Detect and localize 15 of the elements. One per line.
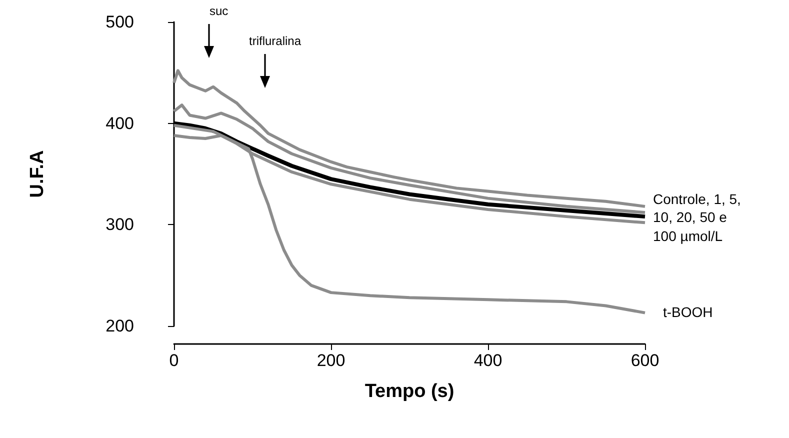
annotation: t-BOOH (663, 302, 713, 322)
annotation: trifluralina (249, 33, 302, 50)
y-tick-label: 400 (106, 114, 134, 133)
annotation: Controle, 1, 5, 10, 20, 50 e 100 µmol/L (653, 190, 742, 246)
text: suc (210, 3, 228, 20)
x-axis-title: Tempo (s) (364, 381, 454, 402)
x-tick-label: 0 (169, 351, 179, 370)
x-tick-label: 600 (630, 351, 660, 370)
y-tick-label: 200 (106, 316, 134, 336)
x-tick-label: 200 (316, 351, 346, 370)
y-tick-label: 500 (106, 12, 134, 32)
x-tick-label: 400 (474, 351, 502, 370)
y-tick-label: 300 (106, 215, 134, 234)
line-series (172, 124, 646, 314)
y-axis-title: U.F.A (27, 150, 48, 198)
